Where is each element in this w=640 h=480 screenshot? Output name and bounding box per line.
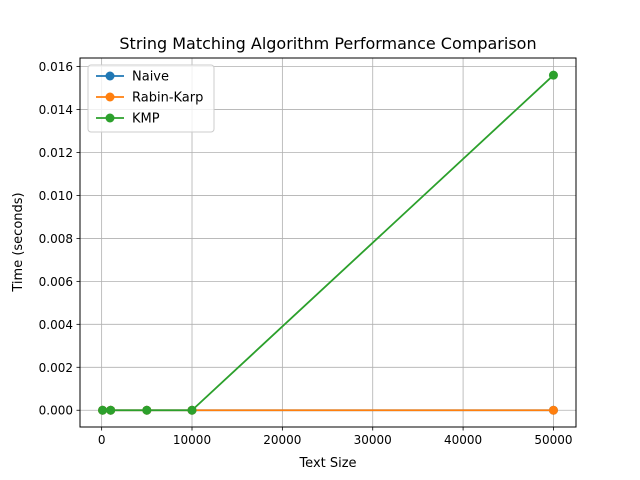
y-tick-label: 0.004 [39,318,73,332]
legend-marker [105,92,115,102]
y-tick-label: 0.016 [39,60,73,74]
y-tick-label: 0.008 [39,232,73,246]
legend-item: Naive [96,70,169,85]
data-point [106,405,116,415]
data-point [187,405,197,415]
y-tick-label: 0.002 [39,361,73,375]
data-point [548,70,558,80]
series-kmp [98,70,558,415]
x-tick-label: 40000 [444,433,482,447]
legend-label: KMP [132,112,160,127]
x-tick-label: 20000 [263,433,301,447]
chart-title: String Matching Algorithm Performance Co… [119,34,536,53]
data-point [98,405,108,415]
legend: Naive Rabin-Karp KMP [87,64,215,133]
legend-item: KMP [96,112,160,127]
legend-label: Naive [132,70,169,85]
x-axis-ticks: 0 10000 20000 30000 40000 50000 [98,427,573,447]
legend-label: Rabin-Karp [132,91,203,106]
x-tick-label: 0 [98,433,106,447]
legend-box [87,64,215,133]
y-tick-label: 0.010 [39,189,73,203]
x-tick-label: 30000 [354,433,392,447]
data-point [142,405,152,415]
legend-marker [105,71,115,81]
data-point [548,405,558,415]
x-axis-label: Text Size [298,456,356,471]
y-tick-label: 0.014 [39,103,73,117]
plot-frame [79,57,577,428]
y-axis-ticks: 0.000 0.002 0.004 0.006 0.008 0.010 0.012 0.014… [39,60,80,418]
legend-marker [105,113,115,123]
y-tick-label: 0.000 [39,404,73,418]
x-tick-label: 50000 [534,433,572,447]
x-tick-label: 10000 [173,433,211,447]
series-layer [98,70,558,415]
y-tick-label: 0.006 [39,275,73,289]
legend-item: Rabin-Karp [96,91,203,106]
y-tick-label: 0.012 [39,146,73,160]
y-axis-label: Time (seconds) [11,192,26,292]
